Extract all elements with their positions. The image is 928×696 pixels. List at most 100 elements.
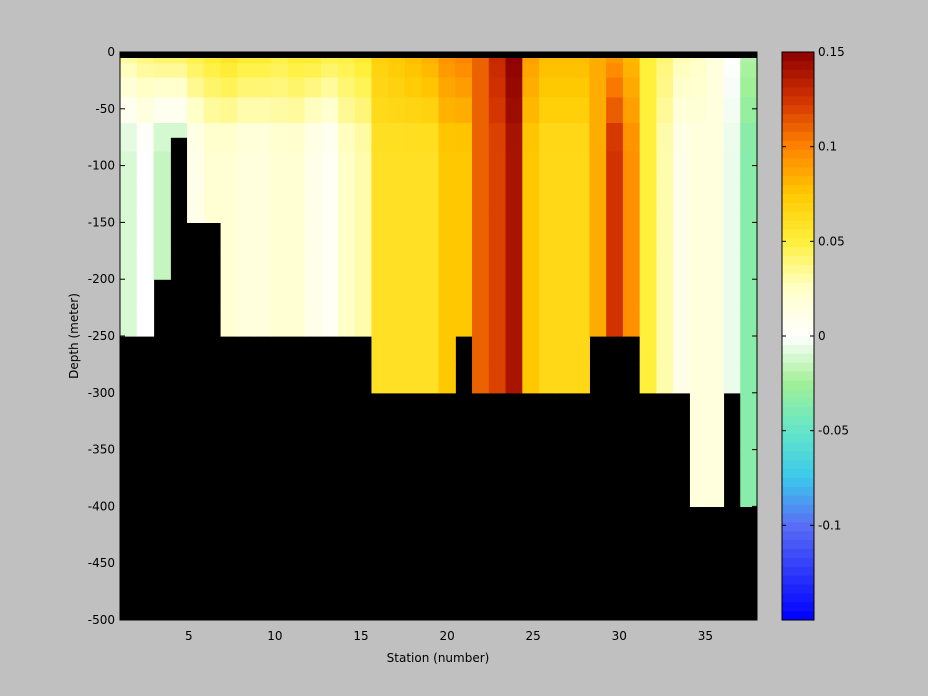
- heatmap-cell: [304, 179, 322, 209]
- heatmap-cell: [740, 97, 758, 124]
- heatmap-cell: [488, 63, 507, 79]
- heatmap-cell: [488, 77, 507, 99]
- heatmap-cell: [555, 208, 574, 252]
- y-axis-ticks: 0 -50 -100 -150 -200 -250 -300 -350 -400 -450 -500: [88, 45, 757, 627]
- heatmap-cell: [120, 63, 138, 79]
- heatmap-cell: [220, 250, 238, 309]
- y-axis-label: Depth (meter): [67, 293, 81, 379]
- heatmap-cell: [170, 97, 188, 124]
- colorbar-swatch: [782, 460, 814, 470]
- heatmap-cell: [589, 63, 607, 79]
- heatmap-cell: [304, 151, 322, 181]
- x-axis-ticks: 5 10 15 20 25 30 35: [185, 52, 713, 643]
- heatmap-cell: [153, 123, 171, 152]
- heatmap-cell: [337, 307, 356, 337]
- heatmap-cell: [371, 97, 389, 124]
- heatmap-cell: [472, 123, 490, 152]
- heatmap-cell: [639, 151, 658, 181]
- colorbar-swatch: [782, 398, 814, 408]
- heatmap-cell: [539, 250, 557, 309]
- heatmap-cell: [220, 208, 238, 252]
- colorbar-swatch: [782, 318, 814, 328]
- heatmap-cell: [589, 151, 607, 181]
- surface-band: [120, 52, 757, 58]
- heatmap-cell: [438, 97, 456, 124]
- colorbar-swatch: [782, 185, 814, 195]
- heatmap-cell: [706, 63, 725, 79]
- heatmap-cell: [673, 63, 691, 79]
- colorbar-swatch: [782, 575, 814, 586]
- heatmap-cell: [438, 63, 456, 79]
- heatmap-cell: [740, 63, 758, 79]
- heatmap-cell: [505, 97, 523, 124]
- colorbar-swatch: [782, 60, 814, 71]
- heatmap-cell: [237, 97, 255, 124]
- heatmap-cell: [136, 97, 155, 124]
- heatmap-cell: [388, 77, 406, 99]
- heatmap-cell: [337, 151, 356, 181]
- heatmap-cell: [656, 250, 674, 309]
- y-tick-label: -450: [88, 556, 115, 570]
- heatmap-cell: [622, 208, 641, 252]
- heatmap-cell: [522, 151, 540, 181]
- colorbar-swatch: [782, 247, 814, 257]
- heatmap-cell: [136, 77, 155, 99]
- heatmap-cell: [539, 307, 557, 365]
- heatmap-cell: [220, 151, 238, 181]
- heatmap-cell: [505, 250, 523, 309]
- heatmap-cell: [287, 250, 305, 309]
- heatmap-cell: [237, 208, 255, 252]
- heatmap-cell: [153, 151, 171, 181]
- heatmap-cell: [706, 123, 725, 152]
- heatmap-cell: [589, 179, 607, 209]
- x-tick-label: 15: [353, 629, 368, 643]
- heatmap-cell: [404, 179, 423, 209]
- heatmap-cell: [656, 307, 674, 365]
- heatmap-cell: [639, 208, 658, 252]
- heatmap-cell: [187, 97, 205, 124]
- x-tick-label: 25: [526, 629, 541, 643]
- heatmap-cell: [740, 449, 758, 507]
- colorbar-swatch: [782, 123, 814, 133]
- heatmap-cell: [237, 77, 255, 99]
- heatmap-cell: [522, 250, 540, 309]
- heatmap-cell: [404, 250, 423, 309]
- colorbar-swatch: [782, 87, 814, 97]
- heatmap-cell: [555, 364, 574, 394]
- colorbar-swatch: [782, 451, 814, 461]
- colorbar-swatch: [782, 549, 814, 559]
- heatmap-cell: [656, 208, 674, 252]
- heatmap-cell: [656, 151, 674, 181]
- heatmap-cell: [505, 307, 523, 365]
- heatmap-cell: [220, 307, 238, 337]
- colorbar-swatch: [782, 229, 814, 239]
- colorbar-swatch: [782, 194, 814, 204]
- heatmap-cell: [689, 77, 708, 99]
- y-tick-label: -100: [88, 159, 115, 173]
- heatmap-cell: [404, 208, 423, 252]
- heatmap-cell: [421, 179, 440, 209]
- heatmap-cell: [505, 151, 523, 181]
- heatmap-cell: [472, 97, 490, 124]
- heatmap-cell: [673, 123, 691, 152]
- heatmap-cell: [220, 123, 238, 152]
- y-tick-label: -200: [88, 272, 115, 286]
- heatmap-cell: [622, 151, 641, 181]
- colorbar-tick-label: 0.15: [818, 45, 845, 59]
- colorbar-swatch: [782, 513, 814, 523]
- heatmap-cell: [689, 123, 708, 152]
- heatmap-cell: [673, 208, 691, 252]
- heatmap-cell: [656, 77, 674, 99]
- colorbar-swatch: [782, 504, 814, 515]
- colorbar-swatch: [782, 309, 814, 319]
- heatmap-cell: [505, 364, 523, 394]
- heatmap-cell: [740, 179, 758, 209]
- heatmap-cell: [455, 250, 473, 309]
- heatmap-cell: [120, 208, 138, 252]
- heatmap-cell: [404, 63, 423, 79]
- heatmap-cell: [555, 307, 574, 365]
- heatmap-cell: [354, 63, 373, 79]
- heatmap-cell: [589, 123, 607, 152]
- heatmap-cell: [572, 307, 590, 365]
- colorbar-swatch: [782, 531, 814, 541]
